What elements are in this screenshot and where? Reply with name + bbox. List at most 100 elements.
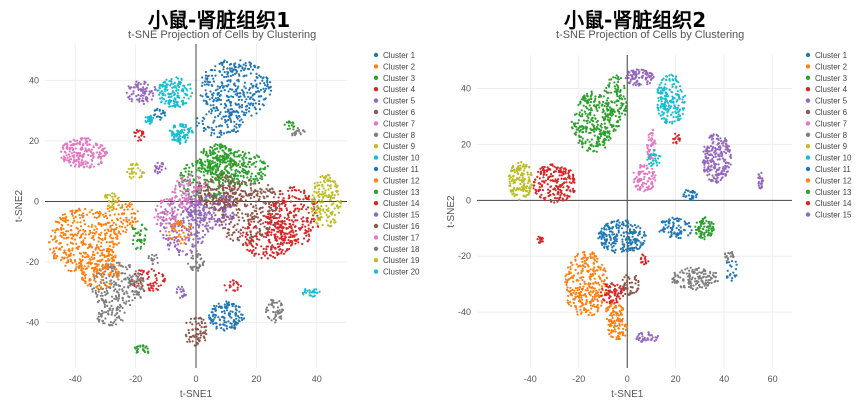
point <box>325 213 328 216</box>
legend-item[interactable]: Cluster 3 <box>373 74 416 83</box>
point <box>188 331 191 334</box>
point <box>157 272 160 275</box>
legend-label: Cluster 20 <box>383 268 420 277</box>
legend-item[interactable]: Cluster 7 <box>373 119 416 128</box>
point <box>148 120 151 123</box>
legend-label: Cluster 1 <box>383 51 416 60</box>
legend-item[interactable]: Cluster 17 <box>373 233 420 242</box>
point <box>302 237 306 240</box>
point <box>218 181 221 184</box>
point <box>186 236 189 239</box>
legend-item[interactable]: Cluster 15 <box>373 211 420 220</box>
point <box>297 241 300 244</box>
legend-item[interactable]: Cluster 10 <box>373 154 420 163</box>
point <box>298 208 301 211</box>
point <box>162 216 165 219</box>
point <box>214 314 217 317</box>
point <box>233 324 236 327</box>
point <box>145 228 148 231</box>
point <box>225 325 228 328</box>
point <box>280 202 283 205</box>
legend-item[interactable]: Cluster 6 <box>373 108 416 117</box>
point <box>134 232 137 235</box>
legend-item[interactable]: Cluster 12 <box>373 176 420 185</box>
point <box>199 330 202 333</box>
point <box>245 165 248 168</box>
legend-item[interactable]: Cluster 14 <box>373 199 420 208</box>
point <box>245 74 248 77</box>
point <box>113 266 116 269</box>
point <box>51 238 54 241</box>
legend-item[interactable]: Cluster 20 <box>373 268 420 277</box>
point <box>212 98 216 102</box>
point <box>170 78 173 81</box>
point <box>171 202 174 205</box>
point <box>145 121 148 124</box>
point <box>220 326 223 330</box>
point <box>292 231 295 234</box>
point <box>206 155 209 158</box>
point <box>275 238 278 241</box>
point <box>74 139 77 143</box>
point <box>256 172 259 175</box>
point <box>143 171 146 174</box>
point <box>196 342 199 345</box>
legend-item[interactable]: Cluster 16 <box>373 222 420 231</box>
point <box>83 223 87 226</box>
point <box>622 248 625 251</box>
point <box>314 209 317 212</box>
legend-item[interactable]: Cluster 5 <box>373 97 416 106</box>
point <box>311 226 314 229</box>
point <box>62 231 65 234</box>
legend-item[interactable]: Cluster 8 <box>373 131 416 140</box>
point <box>92 287 96 290</box>
point <box>80 161 83 164</box>
point <box>612 244 615 247</box>
point <box>78 140 81 143</box>
point <box>174 187 177 190</box>
point <box>77 151 80 155</box>
legend-marker <box>373 109 379 115</box>
point <box>337 193 340 196</box>
point <box>223 319 226 322</box>
point <box>223 59 226 62</box>
legend-item[interactable]: Cluster 18 <box>373 245 420 254</box>
point <box>125 290 128 293</box>
point <box>135 346 138 349</box>
point <box>264 87 268 90</box>
point <box>294 213 297 216</box>
point <box>254 246 257 250</box>
point <box>95 286 98 289</box>
point <box>95 295 98 298</box>
point <box>196 216 199 220</box>
legend-item[interactable]: Cluster 19 <box>373 256 420 265</box>
point <box>617 229 620 232</box>
legend-item[interactable]: Cluster 9 <box>373 142 416 151</box>
point <box>139 279 142 282</box>
legend-item[interactable]: Cluster 1 <box>373 51 416 60</box>
point <box>661 220 664 223</box>
point <box>306 240 309 243</box>
legend-item[interactable]: Cluster 4 <box>373 85 416 94</box>
point <box>189 228 192 231</box>
legend-item[interactable]: Cluster 2 <box>373 62 416 71</box>
point <box>80 137 83 140</box>
point <box>255 90 258 94</box>
legend-item[interactable]: Cluster 13 <box>373 188 420 197</box>
legend-item[interactable]: Cluster 11 <box>373 165 420 174</box>
point <box>234 72 237 75</box>
point <box>244 235 247 238</box>
point <box>632 231 635 234</box>
point <box>160 96 163 99</box>
point <box>217 150 220 153</box>
point <box>215 99 218 102</box>
point <box>194 212 197 216</box>
point <box>222 132 226 135</box>
point <box>115 272 118 275</box>
point <box>242 176 245 179</box>
point <box>64 232 67 236</box>
point <box>160 101 163 104</box>
point <box>314 218 317 221</box>
point <box>73 219 76 222</box>
point <box>188 237 191 240</box>
